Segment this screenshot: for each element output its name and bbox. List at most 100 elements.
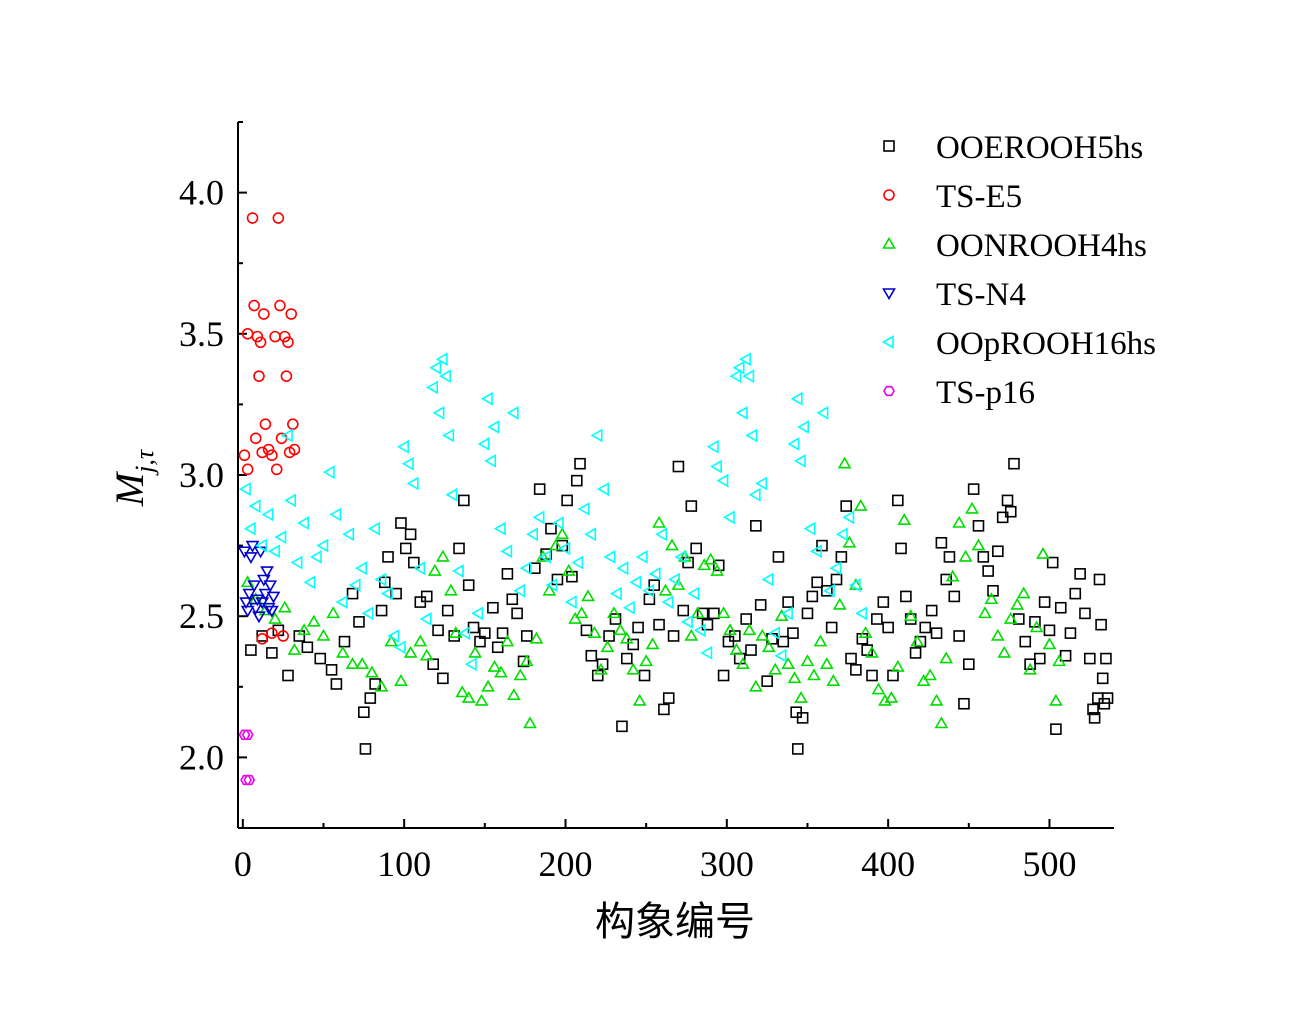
data-point xyxy=(939,651,954,664)
data-point xyxy=(1096,672,1109,685)
data-point xyxy=(258,308,270,320)
data-point xyxy=(813,634,828,647)
data-point xyxy=(963,658,975,671)
data-point xyxy=(455,685,470,698)
data-point xyxy=(268,611,282,624)
data-point xyxy=(626,662,641,675)
data-point xyxy=(462,579,475,591)
data-point xyxy=(570,474,583,487)
data-point xyxy=(577,502,590,516)
series-OOpROOH16hs xyxy=(238,352,868,672)
data-point xyxy=(972,520,985,532)
data-point xyxy=(338,635,351,648)
data-point xyxy=(237,546,252,559)
data-point xyxy=(662,692,675,704)
y-tick-label: 3.0 xyxy=(179,455,224,495)
data-point xyxy=(325,664,338,676)
data-point xyxy=(1029,616,1041,628)
data-point xyxy=(500,634,515,647)
y-axis-title: Mj,τ xyxy=(107,448,159,507)
data-point xyxy=(458,494,470,507)
data-point xyxy=(866,669,878,682)
legend-label: OOEROOH5hs xyxy=(936,130,1143,166)
data-point xyxy=(613,623,628,636)
data-point xyxy=(958,697,970,710)
data-point xyxy=(652,515,666,528)
data-point xyxy=(716,606,731,619)
data-point xyxy=(987,584,999,597)
data-point xyxy=(564,595,577,609)
data-point xyxy=(856,632,869,645)
data-point xyxy=(316,538,329,553)
data-point xyxy=(517,655,530,668)
data-point xyxy=(632,693,647,706)
data-point xyxy=(491,641,504,654)
legend-marker xyxy=(883,189,895,201)
data-point xyxy=(288,443,301,456)
x-tick-label: 100 xyxy=(377,844,431,884)
data-point xyxy=(506,593,519,606)
data-point xyxy=(346,587,359,600)
data-point xyxy=(427,658,440,671)
data-point xyxy=(603,550,616,564)
data-point xyxy=(316,628,331,641)
data-point xyxy=(444,583,458,596)
data-point xyxy=(971,538,986,551)
data-point xyxy=(1050,723,1062,735)
data-point xyxy=(923,668,937,681)
data-point xyxy=(729,369,742,384)
data-point xyxy=(794,690,808,703)
data-point xyxy=(375,604,388,617)
data-point xyxy=(241,463,254,476)
data-point xyxy=(842,510,855,525)
data-point xyxy=(754,599,767,611)
data-point xyxy=(358,706,370,719)
data-point xyxy=(997,645,1012,658)
data-point xyxy=(255,597,270,610)
data-point xyxy=(493,521,506,536)
data-point xyxy=(263,580,278,593)
data-point xyxy=(1016,586,1031,599)
y-tick-label: 2.0 xyxy=(179,737,224,777)
data-point xyxy=(355,561,368,576)
data-point xyxy=(471,606,484,621)
data-point xyxy=(533,483,546,495)
data-point xyxy=(403,645,418,658)
data-point xyxy=(826,674,841,686)
data-point xyxy=(487,420,500,434)
data-point xyxy=(513,668,528,681)
data-point xyxy=(590,428,603,443)
data-point xyxy=(274,530,287,545)
data-point xyxy=(523,716,537,729)
data-point xyxy=(435,352,448,367)
data-point xyxy=(642,583,655,598)
data-point xyxy=(249,432,262,445)
data-point xyxy=(742,623,757,636)
data-point xyxy=(748,679,763,692)
data-point xyxy=(580,624,593,637)
data-point xyxy=(259,418,272,430)
data-point xyxy=(432,624,444,637)
data-point xyxy=(261,507,274,522)
data-point xyxy=(877,596,890,608)
data-point xyxy=(750,520,762,532)
legend-item: OOpROOH16hs xyxy=(881,326,1156,362)
data-point xyxy=(755,628,770,641)
data-point xyxy=(437,672,449,685)
data-point xyxy=(903,609,918,622)
data-point xyxy=(413,561,426,576)
data-point xyxy=(280,428,293,443)
data-point xyxy=(658,583,673,596)
data-point xyxy=(268,544,280,559)
data-point xyxy=(458,626,471,641)
data-point xyxy=(655,527,668,542)
data-point xyxy=(620,652,633,665)
data-point xyxy=(248,602,263,615)
data-point xyxy=(506,688,521,701)
data-point xyxy=(429,360,442,375)
data-point xyxy=(703,552,718,565)
data-point xyxy=(800,654,815,667)
data-point xyxy=(934,716,949,729)
data-point xyxy=(406,476,419,491)
